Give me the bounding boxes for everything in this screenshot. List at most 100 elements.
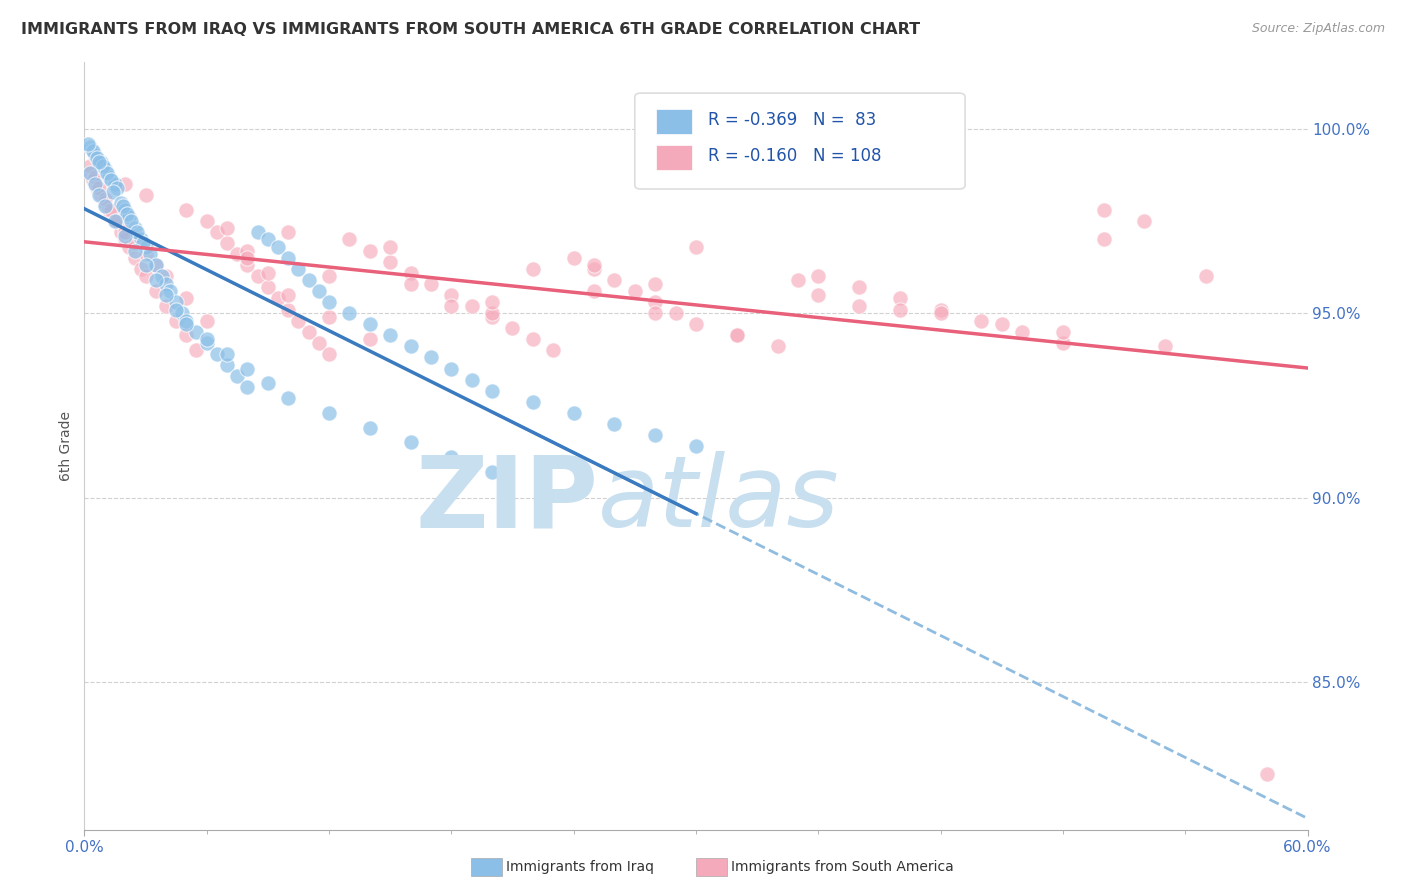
Point	[155, 269, 177, 284]
Point	[257, 376, 280, 391]
Point	[236, 258, 259, 272]
Point	[100, 173, 122, 187]
Point	[132, 236, 155, 251]
Point	[257, 232, 280, 246]
Point	[502, 321, 524, 335]
Point	[101, 185, 124, 199]
Point	[929, 302, 952, 317]
Point	[399, 277, 422, 291]
Point	[399, 435, 422, 450]
Point	[114, 225, 136, 239]
Point	[100, 202, 122, 217]
Point	[1092, 232, 1115, 246]
Point	[1133, 214, 1156, 228]
Point	[522, 332, 544, 346]
Point	[114, 232, 136, 246]
Point	[97, 202, 120, 217]
Point	[165, 295, 187, 310]
Point	[118, 211, 141, 225]
Point	[120, 214, 142, 228]
Point	[135, 258, 157, 272]
Point	[145, 273, 167, 287]
Point	[90, 188, 112, 202]
Point	[145, 258, 167, 272]
Point	[277, 251, 299, 265]
Point	[82, 144, 104, 158]
Point	[481, 295, 503, 310]
Point	[267, 240, 290, 254]
Point	[440, 450, 463, 464]
Point	[308, 335, 330, 350]
Point	[97, 169, 120, 184]
FancyBboxPatch shape	[636, 93, 965, 189]
Point	[195, 214, 218, 228]
Point	[889, 302, 911, 317]
Point	[318, 269, 340, 284]
Point	[186, 343, 208, 357]
Point	[195, 332, 218, 346]
Point	[135, 269, 157, 284]
Point	[217, 236, 239, 251]
Text: IMMIGRANTS FROM IRAQ VS IMMIGRANTS FROM SOUTH AMERICA 6TH GRADE CORRELATION CHAR: IMMIGRANTS FROM IRAQ VS IMMIGRANTS FROM …	[21, 22, 920, 37]
Point	[174, 328, 197, 343]
Point	[685, 318, 707, 332]
Point	[725, 328, 748, 343]
Point	[77, 136, 100, 151]
Text: R = -0.160   N = 108: R = -0.160 N = 108	[709, 147, 882, 165]
Point	[114, 177, 136, 191]
Point	[93, 195, 115, 210]
Point	[145, 258, 167, 272]
Point	[236, 244, 259, 258]
Point	[217, 347, 239, 361]
Point	[848, 280, 870, 294]
Point	[93, 199, 115, 213]
Point	[96, 166, 118, 180]
Point	[174, 202, 197, 217]
Point	[226, 247, 249, 261]
Point	[440, 299, 463, 313]
Point	[155, 287, 177, 301]
Point	[339, 306, 361, 320]
Point	[1154, 339, 1177, 353]
Point	[287, 262, 309, 277]
Bar	[655, 109, 692, 134]
Point	[440, 361, 463, 376]
Point	[298, 273, 321, 287]
Point	[217, 221, 239, 235]
Point	[91, 159, 114, 173]
Point	[86, 151, 108, 165]
Point	[257, 266, 280, 280]
Point	[725, 328, 748, 343]
Text: Immigrants from South America: Immigrants from South America	[731, 860, 953, 874]
Point	[359, 318, 381, 332]
Point	[359, 420, 381, 434]
Point	[135, 188, 157, 202]
Point	[135, 240, 157, 254]
Point	[114, 202, 136, 217]
Point	[205, 347, 228, 361]
Point	[562, 406, 585, 420]
Point	[583, 258, 606, 272]
Point	[131, 232, 153, 246]
Point	[522, 262, 544, 277]
Text: Immigrants from Iraq: Immigrants from Iraq	[506, 860, 654, 874]
Point	[287, 313, 309, 327]
Point	[124, 221, 146, 235]
Point	[970, 313, 993, 327]
Point	[104, 177, 127, 191]
Point	[112, 199, 135, 213]
Point	[165, 313, 187, 327]
Text: Source: ZipAtlas.com: Source: ZipAtlas.com	[1251, 22, 1385, 36]
Point	[82, 173, 104, 187]
Y-axis label: 6th Grade: 6th Grade	[59, 411, 73, 481]
Point	[93, 162, 115, 177]
Point	[929, 306, 952, 320]
Point	[172, 306, 194, 320]
Point	[399, 266, 422, 280]
Point	[318, 310, 340, 324]
Point	[159, 284, 181, 298]
Point	[186, 325, 208, 339]
Point	[104, 214, 127, 228]
Point	[277, 287, 299, 301]
Point	[603, 273, 626, 287]
